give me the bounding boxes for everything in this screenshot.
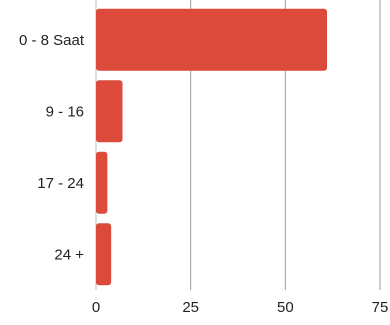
category-label: 17 - 24 bbox=[37, 175, 84, 192]
bars bbox=[96, 8, 327, 286]
x-axis: 0 25 50 75 bbox=[92, 299, 389, 316]
category-label: 24 + bbox=[54, 246, 84, 263]
y-axis: 0 - 8 Saat 9 - 16 17 - 24 24 + bbox=[19, 32, 85, 264]
category-label: 0 - 8 Saat bbox=[19, 32, 85, 49]
x-tick-label: 25 bbox=[182, 299, 199, 316]
bar-1 bbox=[96, 8, 327, 71]
category-label: 9 - 16 bbox=[46, 103, 84, 120]
x-tick-label: 50 bbox=[277, 299, 294, 316]
bar-4 bbox=[96, 223, 112, 286]
x-tick-label: 75 bbox=[372, 299, 389, 316]
bar-2 bbox=[96, 80, 123, 143]
bar-3 bbox=[96, 151, 108, 214]
x-tick-label: 0 bbox=[92, 299, 100, 316]
